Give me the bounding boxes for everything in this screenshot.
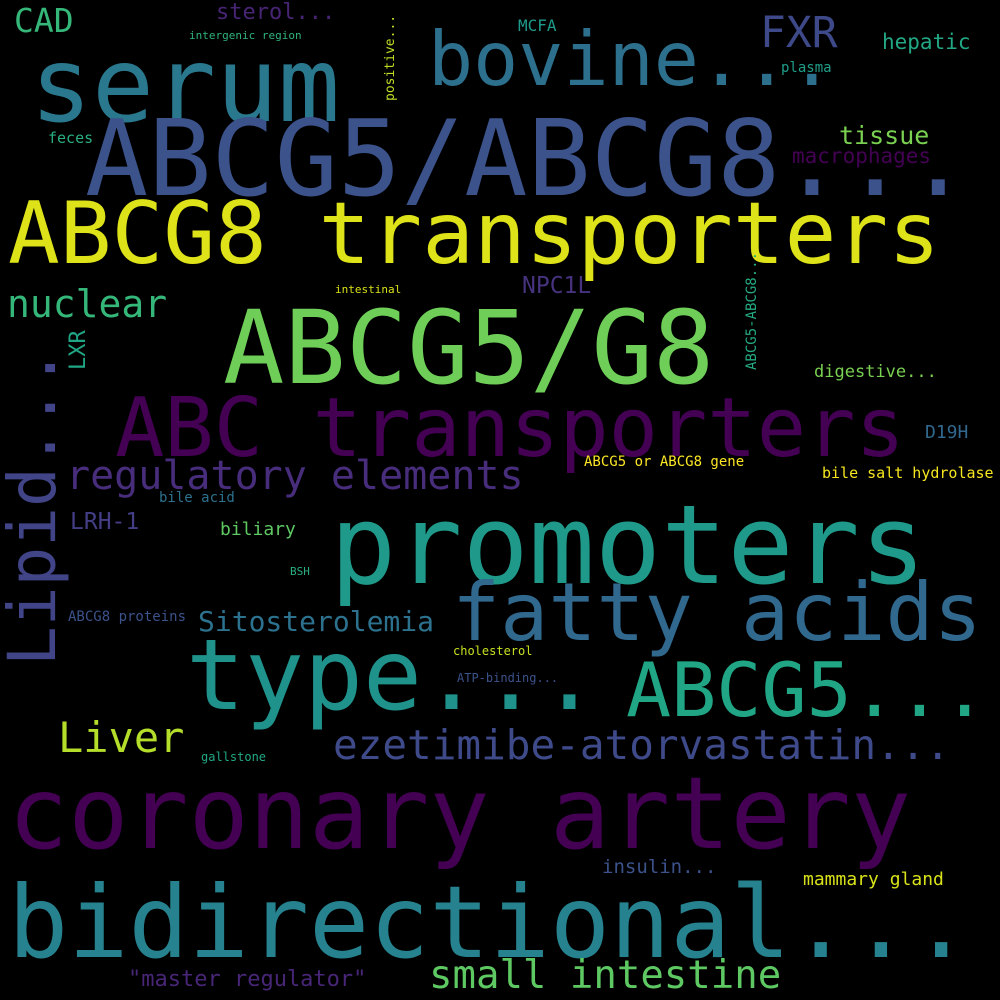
word-cad: CAD (14, 1, 74, 40)
word-coronary-artery: coronary artery (8, 755, 912, 872)
word-bovine: bovine... (428, 15, 835, 103)
word-d19h: D19H (925, 422, 969, 443)
word-fxr: FXR (760, 8, 838, 58)
word-promoters: promoters (330, 481, 927, 609)
word-mammary-gland: mammary gland (803, 869, 944, 890)
word-abcg5-g8: ABCG5/G8 (223, 289, 715, 408)
word-bidirectional: bidirectional... (8, 864, 972, 981)
word-macrophages: macrophages (792, 144, 932, 168)
word-liver: Liver (58, 713, 185, 762)
word-intestinal: intestinal (335, 283, 402, 296)
word-master-regulator: "master regulator" (128, 967, 367, 992)
word-abcg5-abcg8-dots: ABCG5/ABCG8... (85, 98, 971, 220)
word-serum: serum (30, 26, 341, 146)
word-npc1l: NPC1L (522, 273, 592, 299)
word-intergenic-region: intergenic region (189, 29, 302, 42)
word-insulin: insulin... (602, 856, 717, 878)
word-feces: feces (48, 129, 94, 147)
word-lrh-1: LRH-1 (70, 509, 140, 535)
word-sterol: sterol... (216, 0, 336, 25)
word-small-intestine: small intestine (429, 953, 782, 998)
word-nuclear: nuclear (7, 282, 168, 326)
word-bile-acid: bile acid (159, 490, 235, 506)
word-lipid: Lipid... (0, 348, 71, 666)
word-ezetimibe-atorvastatin: ezetimibe-atorvastatin... (333, 721, 951, 769)
word-hepatic: hepatic (882, 30, 971, 54)
word-tissue: tissue (839, 121, 930, 150)
word-positive: positive... (383, 14, 398, 101)
word-biliary: biliary (220, 519, 296, 540)
word-regulatory-elements: regulatory elements (66, 453, 524, 499)
word-abcg8-proteins: ABCG8 proteins (68, 609, 187, 625)
word-atp-binding: ATP-binding... (457, 671, 559, 685)
word-bsh: BSH (290, 565, 310, 578)
word-abcg5-abcg8-hyphen: ABCG5-ABCG8... (744, 251, 760, 370)
word-abcg5-or-abcg8-gene: ABCG5 or ABCG8 gene (584, 454, 745, 470)
word-abc-transporters: ABC transporters (115, 381, 905, 476)
word-gallstone: gallstone (201, 750, 267, 764)
word-mcfa: MCFA (518, 16, 557, 35)
word-plasma: plasma (781, 60, 832, 76)
word-abcg8-transporters: ABCG8 transporters (8, 184, 940, 284)
word-type: type... (186, 619, 600, 733)
word-abcg5-dots: ABCG5... (626, 646, 988, 734)
word-fatty-acids: fatty acids (452, 566, 982, 659)
word-lxr: LXR (66, 330, 91, 370)
word-sitosterolemia: Sitosterolemia (198, 605, 435, 638)
word-digestive: digestive... (814, 362, 937, 382)
word-cholesterol: cholesterol (453, 644, 533, 658)
word-bile-salt-hydrolase: bile salt hydrolase (822, 464, 994, 482)
